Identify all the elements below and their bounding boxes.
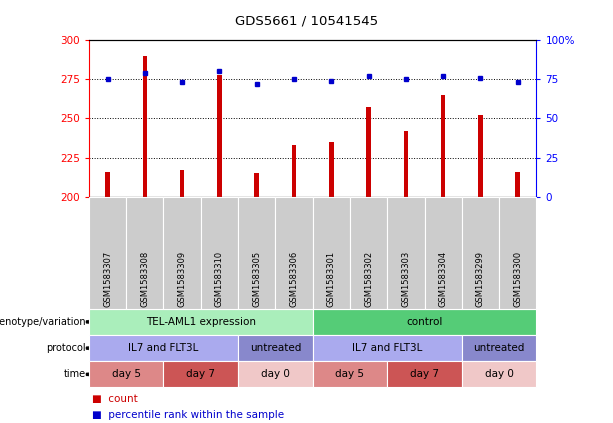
Bar [441,95,446,197]
Text: GSM1583310: GSM1583310 [215,250,224,307]
Text: GSM1583301: GSM1583301 [327,250,336,307]
Text: GSM1583303: GSM1583303 [402,250,410,307]
Text: GSM1583308: GSM1583308 [140,250,150,307]
Bar [217,74,222,197]
Text: IL7 and FLT3L: IL7 and FLT3L [352,343,422,353]
Text: IL7 and FLT3L: IL7 and FLT3L [128,343,199,353]
Text: day 0: day 0 [261,369,290,379]
Bar [329,142,333,197]
Bar [403,131,408,197]
Text: GSM1583300: GSM1583300 [513,250,522,307]
Text: day 0: day 0 [485,369,514,379]
Text: genotype/variation: genotype/variation [0,317,86,327]
Text: protocol: protocol [46,343,86,353]
Text: day 5: day 5 [112,369,140,379]
Text: TEL-AML1 expression: TEL-AML1 expression [146,317,256,327]
Bar [143,56,147,197]
Text: day 7: day 7 [186,369,215,379]
Bar [105,172,110,197]
Bar [292,145,296,197]
Text: untreated: untreated [249,343,301,353]
Bar [254,173,259,197]
Text: GSM1583304: GSM1583304 [439,250,447,307]
Text: GDS5661 / 10541545: GDS5661 / 10541545 [235,15,378,28]
Bar [478,115,482,197]
Text: untreated: untreated [473,343,525,353]
Text: day 5: day 5 [335,369,364,379]
Text: GSM1583305: GSM1583305 [252,250,261,307]
Bar [180,170,185,197]
Text: ■  count: ■ count [92,394,138,404]
Text: GSM1583302: GSM1583302 [364,250,373,307]
Text: control: control [406,317,443,327]
Bar [516,172,520,197]
Bar [367,107,371,197]
Text: GSM1583299: GSM1583299 [476,251,485,307]
Text: GSM1583307: GSM1583307 [103,250,112,307]
Text: time: time [64,369,86,379]
Text: GSM1583306: GSM1583306 [289,250,299,307]
Text: GSM1583309: GSM1583309 [178,250,186,307]
Text: day 7: day 7 [410,369,439,379]
Text: ■  percentile rank within the sample: ■ percentile rank within the sample [92,410,284,420]
